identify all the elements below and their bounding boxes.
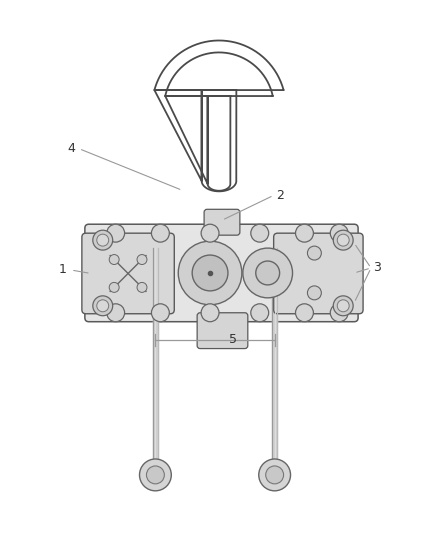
Circle shape — [109, 282, 119, 293]
FancyBboxPatch shape — [274, 233, 363, 314]
Text: 4: 4 — [67, 142, 75, 155]
Circle shape — [251, 304, 268, 322]
FancyBboxPatch shape — [82, 233, 174, 314]
Circle shape — [93, 296, 113, 316]
Text: 1: 1 — [59, 263, 67, 277]
Circle shape — [296, 304, 314, 322]
Circle shape — [337, 234, 349, 246]
Text: 3: 3 — [373, 262, 381, 274]
Circle shape — [251, 224, 268, 242]
Circle shape — [93, 230, 113, 250]
Circle shape — [152, 224, 170, 242]
Circle shape — [192, 255, 228, 291]
Circle shape — [259, 459, 290, 491]
Circle shape — [266, 466, 283, 484]
Circle shape — [107, 304, 124, 322]
Text: 5: 5 — [229, 333, 237, 346]
Circle shape — [178, 241, 242, 305]
Circle shape — [333, 230, 353, 250]
Circle shape — [97, 300, 109, 312]
Circle shape — [137, 282, 147, 293]
Circle shape — [152, 304, 170, 322]
FancyBboxPatch shape — [85, 224, 358, 322]
Circle shape — [337, 300, 349, 312]
Circle shape — [243, 248, 293, 298]
FancyBboxPatch shape — [204, 209, 240, 235]
Circle shape — [307, 246, 321, 260]
Circle shape — [330, 304, 348, 322]
Circle shape — [256, 261, 279, 285]
Circle shape — [107, 224, 124, 242]
Circle shape — [330, 224, 348, 242]
Circle shape — [201, 224, 219, 242]
Circle shape — [137, 255, 147, 264]
FancyBboxPatch shape — [197, 313, 248, 349]
Circle shape — [109, 255, 119, 264]
Circle shape — [333, 296, 353, 316]
Circle shape — [296, 224, 314, 242]
Circle shape — [201, 304, 219, 322]
Text: 2: 2 — [276, 189, 283, 202]
Circle shape — [146, 466, 164, 484]
Circle shape — [140, 459, 171, 491]
Circle shape — [97, 234, 109, 246]
Circle shape — [307, 286, 321, 300]
